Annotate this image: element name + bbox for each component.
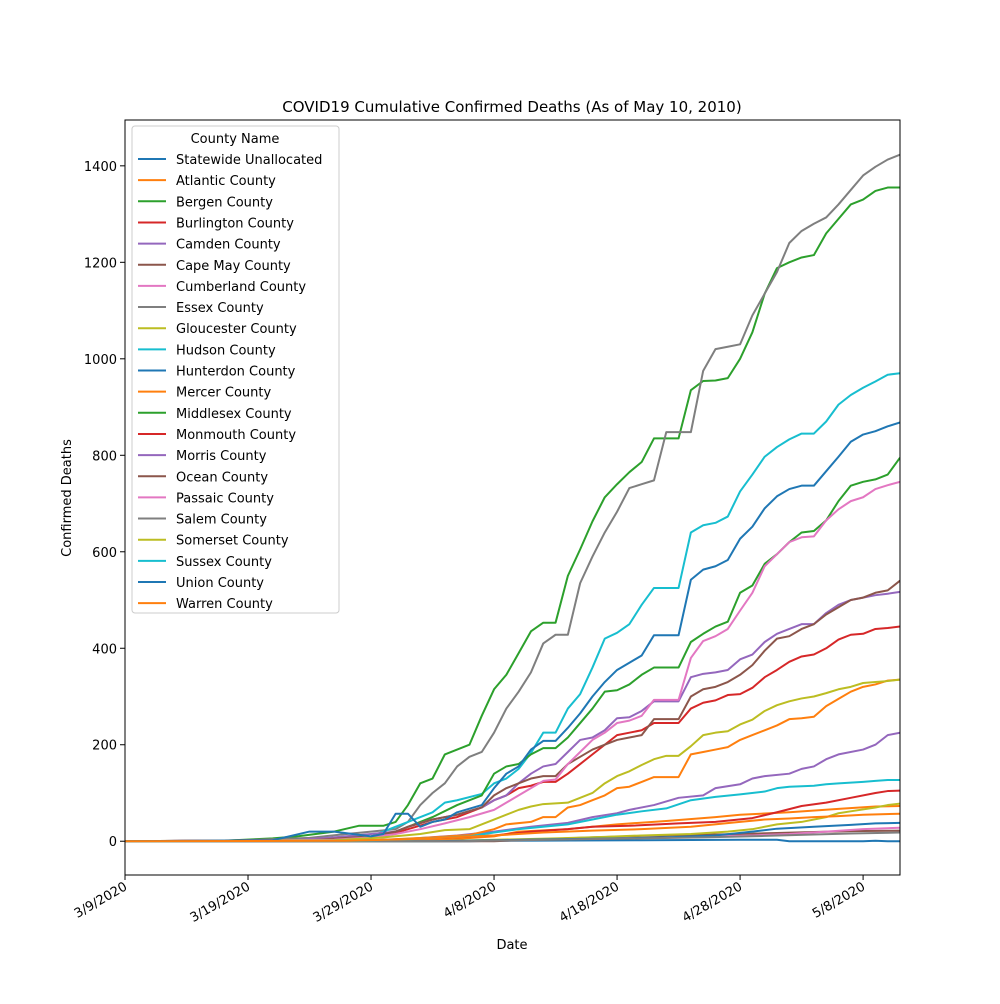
y-tick-label-4: 800 [92,449,117,464]
legend-label-7: Essex County [176,301,264,316]
legend-items: Statewide Unallocated Atlantic County Berg… [138,153,322,612]
series-line-2 [125,186,900,843]
series-line-15 [125,579,900,843]
y-tick-label-7: 1400 [84,160,117,175]
series-line-20 [125,421,900,843]
y-tick-label-5: 1000 [84,353,117,368]
legend-label-12: Middlesex County [176,407,292,422]
series-line-21 [125,812,900,843]
series-line-11 [125,678,900,843]
plot-area [125,153,900,843]
legend-label-18: Somerset County [176,534,289,549]
legend: County Name Statewide Unallocated Atlanti… [131,125,340,614]
series-line-9 [125,372,900,843]
x-axis-label: Date [496,938,527,953]
legend-label-19: Sussex County [176,555,272,570]
legend-label-14: Morris County [176,449,267,464]
legend-label-10: Hunterdon County [176,365,296,380]
series-line-7 [125,153,900,843]
y-axis: 0 200 400 600 800 1000 1200 1400 [84,160,125,850]
series-line-16 [125,480,900,843]
y-tick-label-3: 600 [92,546,117,561]
legend-label-5: Cape May County [176,259,291,274]
series-line-18 [125,678,900,843]
y-tick-label-2: 400 [92,642,117,657]
legend-label-16: Passaic County [176,491,274,506]
plot-frame [124,119,901,876]
legend-label-4: Camden County [176,238,281,253]
legend-box [131,125,340,614]
y-tick-label-6: 1200 [84,256,117,271]
chart-title: COVID19 Cumulative Confirmed Deaths (As … [282,98,741,116]
series-line-12 [125,457,900,843]
legend-label-6: Cumberland County [176,280,306,295]
series-line-17 [125,831,900,843]
legend-label-21: Warren County [176,597,273,612]
legend-label-9: Hudson County [176,343,276,358]
y-tick-label-0: 0 [109,835,117,850]
series-line-19 [125,778,900,843]
legend-title: County Name [191,132,280,147]
y-axis-label: Confirmed Deaths [60,439,75,557]
legend-label-13: Monmouth County [176,428,296,443]
y-tick-label-1: 200 [92,739,117,754]
legend-label-15: Ocean County [176,470,268,485]
legend-label-17: Salem County [176,513,267,528]
legend-label-11: Mercer County [176,386,272,401]
legend-label-20: Union County [176,576,264,591]
legend-label-2: Bergen County [176,195,273,210]
legend-label-3: Burlington County [176,216,294,231]
legend-label-8: Gloucester County [176,322,297,337]
legend-label-0: Statewide Unallocated [176,153,322,168]
legend-label-1: Atlantic County [176,174,276,189]
